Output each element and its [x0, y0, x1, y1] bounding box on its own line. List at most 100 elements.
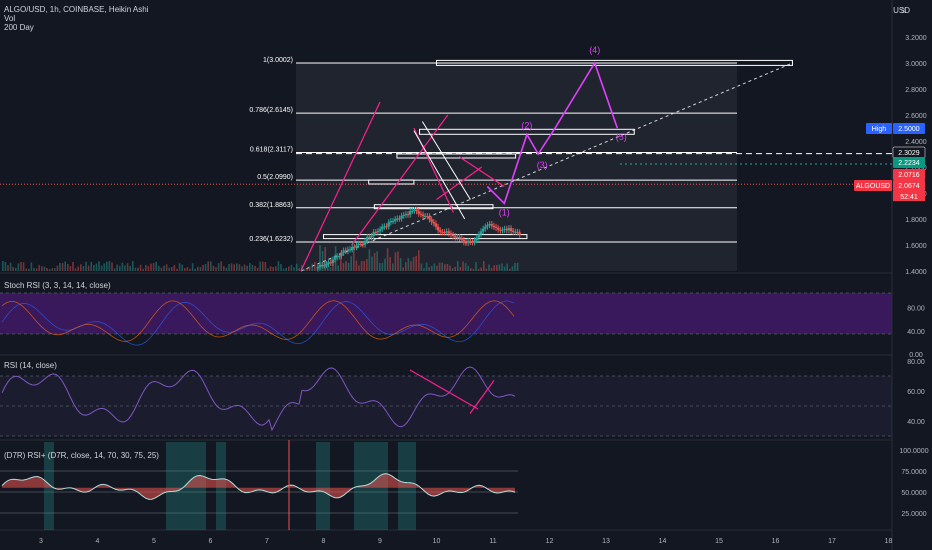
- candle-body: [432, 222, 435, 224]
- volume-bar: [425, 262, 428, 271]
- candle-body: [473, 240, 476, 243]
- candle-body: [340, 252, 343, 256]
- candle-body: [456, 236, 459, 238]
- volume-bar: [412, 257, 415, 271]
- candle-body: [434, 223, 438, 227]
- rsi-label[interactable]: RSI (14, close): [4, 361, 57, 370]
- volume-bar: [246, 265, 248, 271]
- candle-body: [486, 225, 489, 227]
- volume-bar: [168, 267, 170, 271]
- volume-bar: [256, 267, 259, 271]
- volume-bar: [147, 265, 150, 271]
- volume-bar: [363, 261, 365, 271]
- volume-bar: [233, 264, 235, 271]
- volume-bar: [77, 266, 79, 271]
- volume-bar: [332, 260, 334, 271]
- volume-bar: [7, 265, 9, 271]
- volume-bar: [467, 265, 469, 271]
- candle-body: [346, 249, 350, 252]
- d7r-label[interactable]: (D7R) RSI+ (D7R, close, 14, 70, 30, 75, …: [4, 451, 159, 460]
- volume-bar: [262, 261, 264, 271]
- price-tick-label: 3.0000: [905, 61, 927, 68]
- candle-body: [385, 226, 388, 228]
- volume-bar: [155, 261, 157, 271]
- rsi-tick-label: 60.00: [907, 389, 925, 396]
- volume-bar: [158, 265, 160, 271]
- volume-bar: [228, 264, 230, 271]
- x-tick-label: 3: [39, 538, 43, 545]
- candle-body: [439, 230, 442, 232]
- candle-body: [363, 240, 367, 245]
- volume-bar: [389, 257, 391, 271]
- volume-bar: [420, 263, 423, 271]
- volume-bar: [475, 262, 477, 271]
- badge-label-box: [854, 180, 892, 191]
- volume-bar: [241, 266, 243, 271]
- volume-bar: [85, 261, 87, 271]
- volume-bar: [327, 261, 329, 271]
- candle-body: [477, 234, 481, 238]
- volume-bar: [236, 263, 238, 271]
- volume-bar: [176, 268, 178, 271]
- volume-bar: [121, 262, 124, 271]
- volume-bar: [69, 266, 72, 271]
- candle-body: [441, 231, 444, 233]
- drawn-box: [396, 153, 517, 159]
- rsi-line: [1, 366, 516, 432]
- volume-bar: [433, 263, 436, 271]
- volume-bar: [108, 261, 111, 271]
- d7r-zone: [316, 442, 330, 530]
- volume-bar: [306, 268, 308, 271]
- volume-bar: [446, 263, 449, 271]
- candle-body: [331, 259, 335, 263]
- volume-bar: [503, 266, 506, 271]
- volume-bar: [498, 264, 501, 271]
- volume-bar: [373, 252, 376, 271]
- volume-bar: [22, 262, 25, 271]
- candle-body: [496, 227, 500, 230]
- candle-body: [368, 236, 371, 238]
- stoch-line: [1, 300, 515, 342]
- stoch-line: [1, 300, 515, 346]
- rsi-tick-label: 40.00: [907, 419, 925, 426]
- volume-bar: [423, 268, 425, 271]
- candle-body: [338, 255, 341, 257]
- volume-bar: [366, 259, 368, 271]
- volume-bar: [95, 263, 98, 271]
- volume-bar: [516, 262, 519, 271]
- price-badge-text: 2.5000: [898, 126, 920, 133]
- volume-bar: [28, 268, 30, 271]
- volume-bar: [41, 266, 43, 271]
- volume-bar: [345, 261, 347, 271]
- stoch-rsi-label[interactable]: Stoch RSI (3, 3, 14, 14, close): [4, 281, 111, 290]
- volume-bar: [277, 261, 280, 271]
- volume-bar: [116, 264, 118, 271]
- fib-level-label: 0.5(2.0990): [257, 174, 293, 181]
- price-badge: [893, 169, 925, 180]
- volume-bar: [93, 265, 95, 271]
- d7r-tick-label: 100.0000: [899, 448, 928, 455]
- candle-body: [318, 265, 322, 267]
- candle-body: [443, 232, 446, 234]
- ma-label[interactable]: 200 Day: [4, 23, 34, 32]
- symbol-title[interactable]: ALGO/USD, 1h, COINBASE, Heikin Ashi: [4, 5, 149, 14]
- volume-bar: [347, 262, 350, 271]
- volume-bar: [212, 265, 215, 271]
- candle-body: [353, 246, 356, 248]
- candle-body: [484, 226, 487, 229]
- volume-bar: [46, 267, 48, 271]
- volume-bar: [9, 262, 12, 271]
- volume-bar: [514, 262, 516, 271]
- volume-bar: [129, 266, 131, 271]
- wave-label: (5): [616, 132, 627, 142]
- volume-bar: [337, 265, 339, 271]
- countdown-text: 52:41: [900, 194, 918, 201]
- d7r-tick-label: 75.0000: [901, 469, 926, 476]
- volume-bar: [30, 262, 33, 271]
- wave-label: (1): [499, 207, 510, 217]
- volume-bar: [405, 262, 407, 271]
- volume-bar: [204, 263, 207, 271]
- volume-bar: [82, 265, 85, 271]
- volume-label[interactable]: Vol: [4, 14, 16, 23]
